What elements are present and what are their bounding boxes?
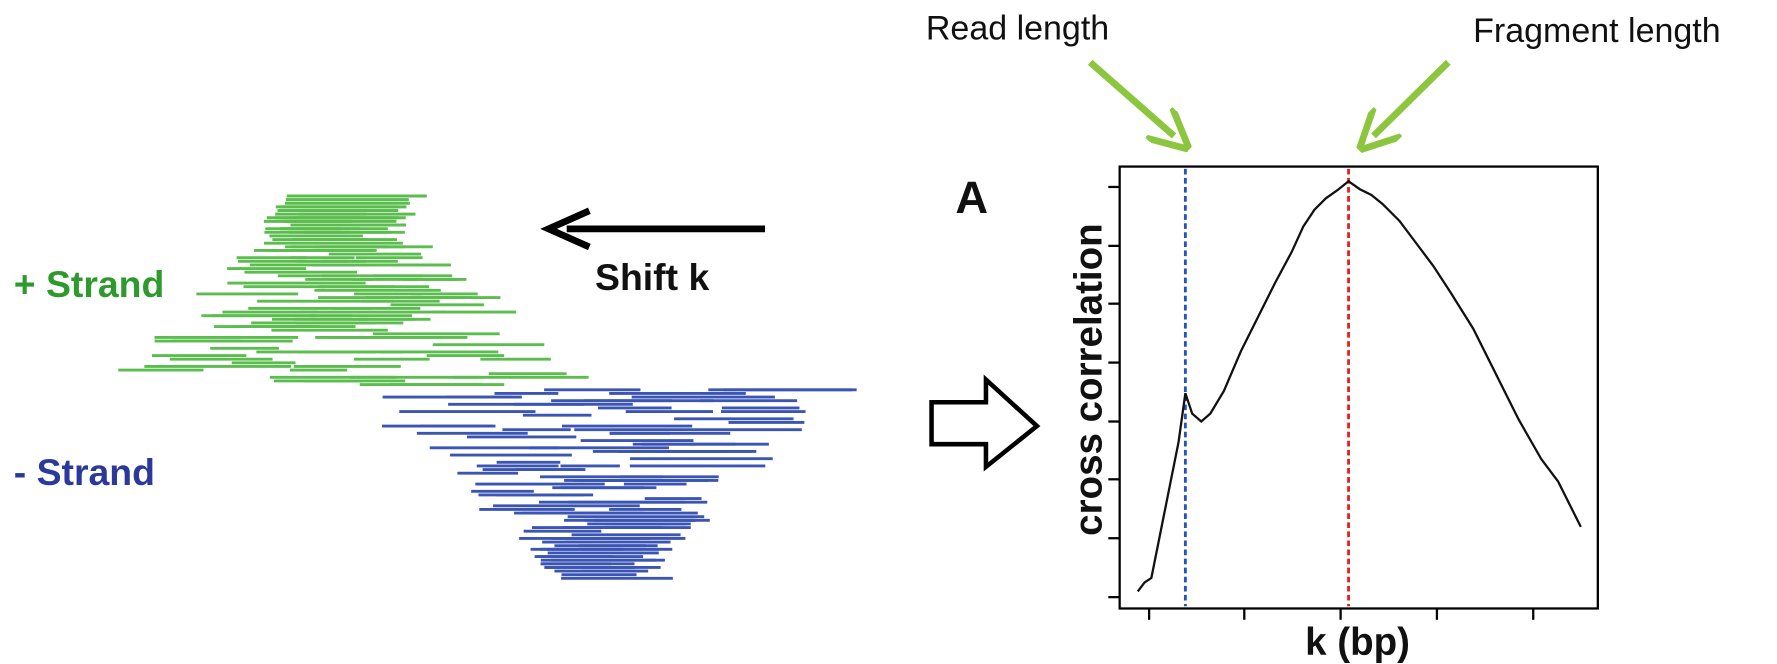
y-axis-label: cross correlation	[1068, 223, 1111, 536]
reads	[118, 194, 857, 580]
correlation-curve	[1136, 179, 1582, 593]
plus-strand-label: + Strand	[14, 263, 165, 305]
read-length-label: Read length	[926, 10, 1109, 48]
axis-ticks	[1108, 185, 1535, 620]
fragment-length-label: Fragment length	[1473, 12, 1720, 50]
shift-label: Shift k	[595, 256, 709, 298]
plot-frame	[1118, 165, 1599, 610]
shift-arrow	[540, 207, 765, 251]
x-axis-label: k (bp)	[1305, 621, 1410, 664]
read-length-arrow	[1087, 59, 1174, 136]
hollow-arrow	[929, 374, 1041, 472]
minus-strand-label: - Strand	[14, 451, 155, 493]
panel-label: A	[955, 172, 988, 223]
fragment-length-arrow	[1373, 59, 1451, 136]
